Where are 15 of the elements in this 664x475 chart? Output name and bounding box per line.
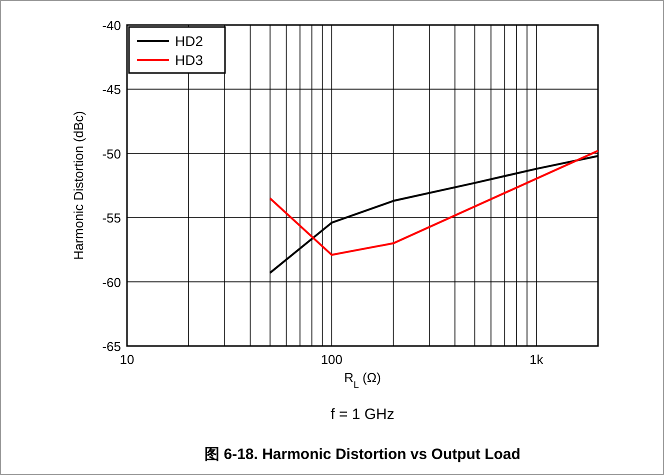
y-tick-label: -55 [102, 210, 121, 226]
x-tick-label: 10 [120, 352, 134, 367]
y-axis-title: Harmonic Distortion (dBc) [71, 111, 86, 260]
y-tick-label: -45 [102, 82, 121, 98]
x-tick-label: 1k [530, 352, 544, 367]
y-tick-label: -40 [102, 18, 121, 33]
text: 图 6-18. Harmonic Distortion vs Output Load [204, 446, 520, 463]
y-tick-label: -50 [102, 146, 121, 162]
y-tick-label: -60 [102, 274, 121, 290]
y-tick-label: -65 [102, 339, 121, 354]
x-tick-label: 100 [320, 352, 343, 367]
text: f = 1 GHz [330, 406, 394, 423]
legend-label: HD3 [175, 52, 204, 68]
legend-label: HD2 [175, 33, 204, 49]
x-axis-title: R$_{L}$ (Ω) [344, 370, 381, 390]
